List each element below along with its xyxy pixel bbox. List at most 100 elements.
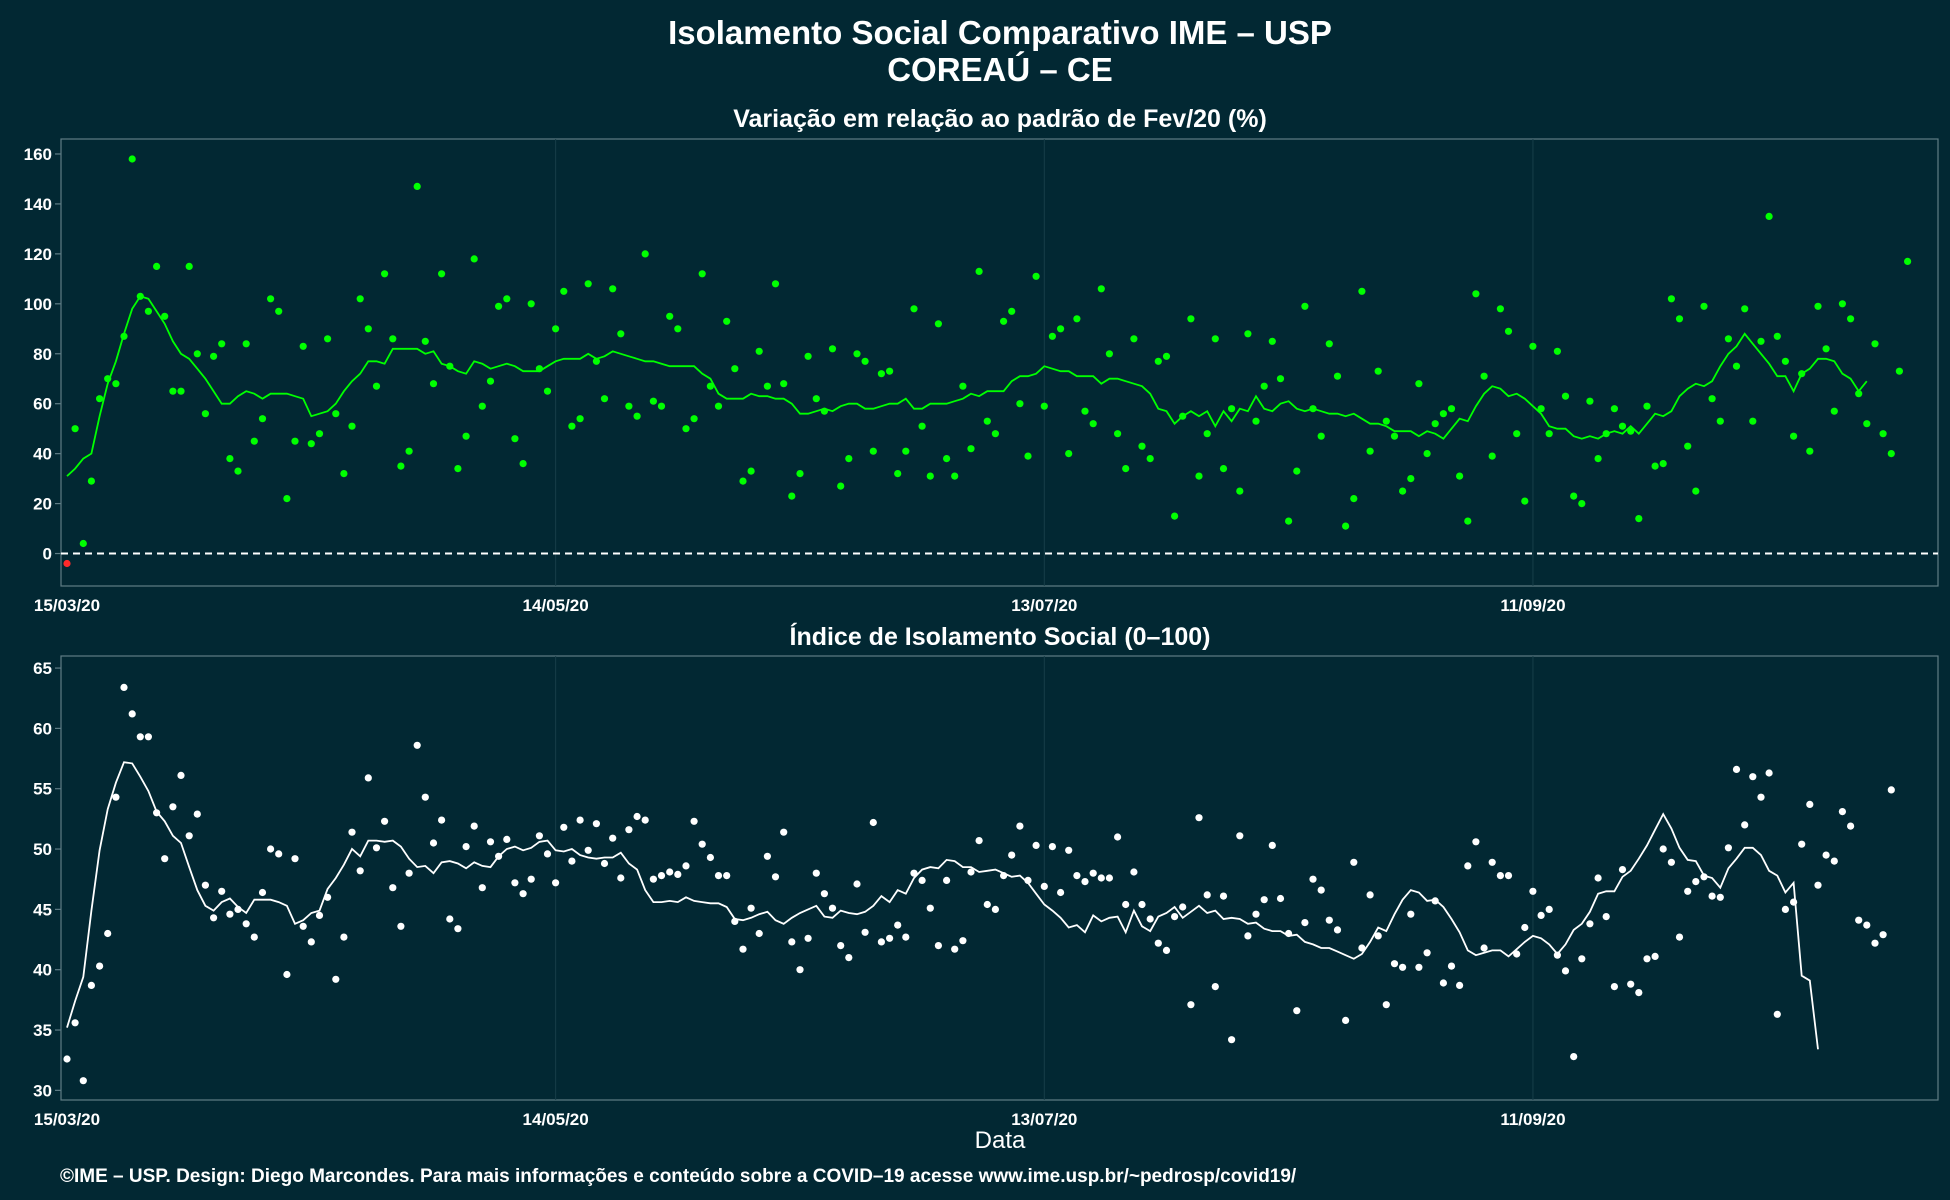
variation-data-point [706,382,715,390]
index-data-point [1244,932,1252,940]
variation-x-tick-label: 13/07/20 [1011,596,1077,615]
variation-data-point [975,267,983,275]
index-data-point [1610,983,1618,991]
variation-data-point [1692,487,1700,495]
index-data-point [421,793,429,801]
variation-data-point [1618,422,1627,430]
index-data-point [1561,967,1570,975]
variation-data-point [649,397,658,405]
index-data-point [617,874,625,882]
index-data-point [1692,878,1700,886]
variation-data-point [161,312,169,320]
index-data-point [1252,910,1260,918]
index-data-point [1219,892,1228,900]
variation-data-point [1097,285,1105,293]
variation-data-point [1276,375,1285,383]
index-data-point [226,910,234,918]
index-data-point [1496,872,1504,880]
variation-data-point [503,295,511,303]
variation-data-point [1171,512,1179,520]
variation-data-point [71,425,79,433]
index-data-point [1415,963,1423,971]
index-data-point [535,832,544,840]
variation-data-point [1162,352,1171,360]
variation-data-point [1847,315,1855,323]
index-data-point [1781,905,1789,914]
variation-data-point [104,375,112,383]
index-data-point [1399,963,1407,971]
variation-data-point [1407,475,1415,483]
variation-data-point [389,335,397,343]
index-data-point [1757,793,1765,801]
index-data-point [869,818,877,827]
variation-data-point [63,559,71,568]
index-data-point [71,1019,79,1027]
variation-data-point [1675,315,1684,323]
variation-data-point [1602,430,1610,438]
index-data-point [185,832,193,840]
index-data-point [1887,786,1895,794]
variation-data-point [1333,372,1342,380]
index-data-point [446,915,454,923]
index-data-point [1114,833,1122,841]
variation-data-point [283,495,291,503]
index-data-point [853,880,861,888]
variation-data-point [951,472,959,480]
index-data-point [389,884,397,892]
variation-data-point [1464,517,1472,525]
variation-data-point [1301,302,1309,310]
index-data-point [796,966,804,974]
variation-y-tick-label: 120 [24,245,52,264]
index-data-point [1040,882,1048,891]
variation-data-point [714,402,723,410]
index-data-point [975,837,983,845]
index-data-point [210,914,218,922]
index-data-point [1855,916,1863,924]
index-data-point [1700,873,1708,881]
index-data-point [1423,949,1431,957]
index-data-point [1374,932,1382,940]
index-data-point [250,933,258,941]
index-data-point [1285,929,1293,938]
index-data-point [1488,858,1496,866]
index-data-point [1684,887,1692,895]
variation-data-point [991,430,1000,438]
variation-data-point [780,380,788,388]
index-data-point [438,816,446,824]
credit-text: ©IME – USP. Design: Diego Marcondes. Par… [60,1166,1297,1187]
variation-data-point [1366,447,1374,455]
variation-data-point [1285,517,1293,525]
variation-data-point [657,402,666,410]
variation-data-point [584,280,592,288]
index-data-point [543,850,552,858]
variation-data-point [1732,362,1741,370]
variation-plot-frame [60,138,1939,587]
index-data-point [1602,913,1610,921]
variation-data-point [1146,455,1154,463]
variation-data-point [1431,420,1439,428]
variation-data-point [731,365,739,373]
variation-data-point [600,395,609,403]
index-data-point [1863,921,1871,929]
index-data-point [747,904,755,912]
index-data-point [763,852,772,860]
variation-data-point [698,270,706,278]
variation-data-point [1309,405,1317,413]
variation-data-point [478,402,486,410]
variation-data-point [348,422,356,430]
index-data-point [1187,1001,1195,1009]
index-data-point [1790,898,1798,906]
index-data-point [1154,939,1162,947]
index-data-point [1024,876,1032,885]
index-data-point [153,809,161,817]
index-data-point [201,881,209,889]
variation-y-tick-label: 40 [33,445,52,464]
variation-data-point [1293,467,1301,475]
variation-data-point [1741,305,1749,313]
index-y-tick-label: 65 [33,659,52,678]
variation-data-point [739,477,747,485]
variation-data-point [210,352,218,360]
variation-data-point [144,307,152,315]
variation-data-point [1814,302,1822,310]
variation-data-point [1089,420,1097,428]
